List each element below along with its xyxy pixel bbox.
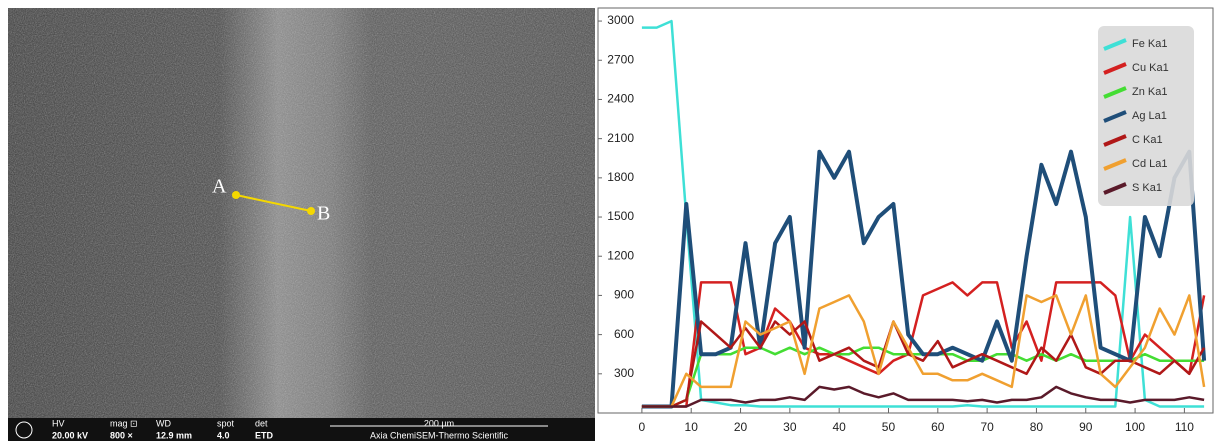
legend-label: S Ka1: [1132, 182, 1162, 194]
x-tick-label: 40: [832, 420, 846, 434]
y-tick-label: 2400: [607, 92, 634, 106]
y-tick-label: 1800: [607, 170, 634, 184]
sem-image: A B HV 20.00 kV mag ⊡ 800 × WD 12.9 mm spot 4.0…: [8, 8, 595, 441]
x-tick-label: 0: [639, 420, 646, 434]
instrument: Axia ChemiSEM-Thermo Scientific: [370, 430, 509, 440]
info-value: 800 ×: [110, 430, 133, 440]
info-value: 4.0: [217, 430, 230, 440]
x-tick-label: 110: [1175, 420, 1194, 434]
y-tick-label: 2700: [607, 52, 634, 66]
y-tick-label: 2100: [607, 131, 634, 145]
label-b: B: [317, 203, 330, 225]
figure: A B HV 20.00 kV mag ⊡ 800 × WD 12.9 mm spot 4.0…: [0, 0, 1215, 441]
y-tick-label: 900: [614, 288, 634, 302]
info-label: mag ⊡: [110, 418, 138, 428]
x-tick-label: 50: [882, 420, 896, 434]
legend-label: Cd La1: [1132, 158, 1167, 170]
scale-label: 200 µm: [424, 418, 454, 428]
x-tick-label: 80: [1030, 420, 1044, 434]
x-tick-label: 100: [1125, 420, 1145, 434]
y-tick-label: 1500: [607, 209, 634, 223]
sem-texture: [8, 8, 595, 418]
info-label: det: [255, 418, 268, 428]
y-tick-label: 300: [614, 366, 634, 380]
x-tick-label: 70: [980, 420, 994, 434]
info-value: ETD: [255, 430, 274, 440]
x-tick-label: 90: [1079, 420, 1093, 434]
x-tick-label: 20: [734, 420, 748, 434]
info-label: HV: [52, 418, 65, 428]
x-tick-label: 10: [685, 420, 699, 434]
legend-label: C Ka1: [1132, 134, 1163, 146]
legend-label: Fe Ka1: [1132, 38, 1167, 50]
legend-label: Cu Ka1: [1132, 62, 1169, 74]
info-label: spot: [217, 418, 235, 428]
y-tick-label: 3000: [607, 13, 634, 27]
point-a: [232, 191, 240, 199]
info-value: 12.9 mm: [156, 430, 192, 440]
legend-label: Ag La1: [1132, 110, 1167, 122]
y-tick-label: 1200: [607, 248, 634, 262]
point-b: [307, 207, 315, 215]
x-tick-label: 60: [931, 420, 945, 434]
label-a: A: [212, 176, 227, 198]
y-tick-label: 600: [614, 327, 634, 341]
info-label: WD: [156, 418, 171, 428]
legend-label: Zn Ka1: [1132, 86, 1167, 98]
x-tick-label: 30: [783, 420, 797, 434]
info-value: 20.00 kV: [52, 430, 88, 440]
